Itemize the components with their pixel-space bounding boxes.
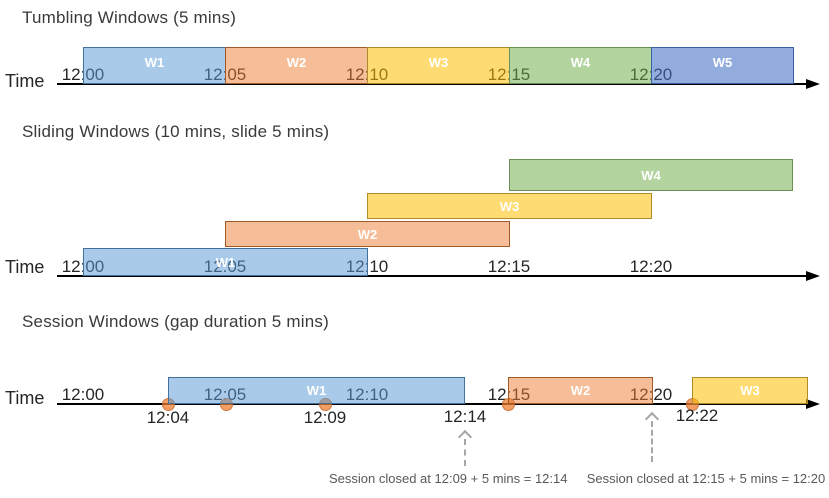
window-bar-w4 [509,159,793,191]
session-close-annotation: Session closed at 12:15 + 5 mins = 12:20 [586,471,826,486]
window-bar-w1 [168,377,465,404]
window-label: W1 [144,55,165,70]
window-label: W2 [357,227,378,242]
window-label: W1 [306,383,327,398]
window-bar-w2 [225,47,368,84]
window-bar-w4 [509,47,652,84]
tick-label: 12:00 [61,385,105,404]
session-close-time-label: 12:14 [443,407,487,426]
time-axis-label: Time [5,388,45,408]
time-axis [57,83,808,85]
tick-label: 12:20 [629,257,673,276]
event-time-label: 12:04 [146,408,190,427]
dashed-arrow-line [651,421,653,462]
window-label: W4 [570,55,591,70]
time-axis-label: Time [5,71,45,91]
window-label: W5 [712,55,733,70]
dashed-arrow-line [464,439,466,466]
axis-arrowhead-icon [806,399,820,409]
window-bar-w2 [508,377,653,404]
event-time-label: 12:09 [303,408,347,427]
window-label: W2 [570,383,591,398]
event-time-label: 12:22 [675,406,719,425]
axis-arrowhead-icon [806,271,820,281]
tick-label: 12:15 [487,257,531,276]
sliding-windows-title: Sliding Windows (10 mins, slide 5 mins) [22,122,330,141]
window-bar-w5 [651,47,794,84]
window-label: W1 [215,255,236,270]
window-bar-w3 [367,47,510,84]
window-bar-w1 [83,47,226,84]
window-label: W2 [286,55,307,70]
window-label: W3 [499,199,520,214]
tumbling-windows-title: Tumbling Windows (5 mins) [22,8,237,27]
session-windows-title: Session Windows (gap duration 5 mins) [22,312,329,331]
axis-arrowhead-icon [806,79,820,89]
time-axis [57,403,808,405]
window-label: W4 [641,168,661,183]
window-label: W3 [740,383,760,398]
window-bar-w3 [692,377,808,404]
window-label: W3 [428,55,449,70]
window-bar-w1 [83,248,368,276]
time-axis-label: Time [5,257,45,277]
window-bar-w2 [225,221,510,247]
time-axis [57,275,808,277]
session-close-annotation: Session closed at 12:09 + 5 mins = 12:14 [329,471,568,486]
window-bar-w3 [367,193,652,219]
